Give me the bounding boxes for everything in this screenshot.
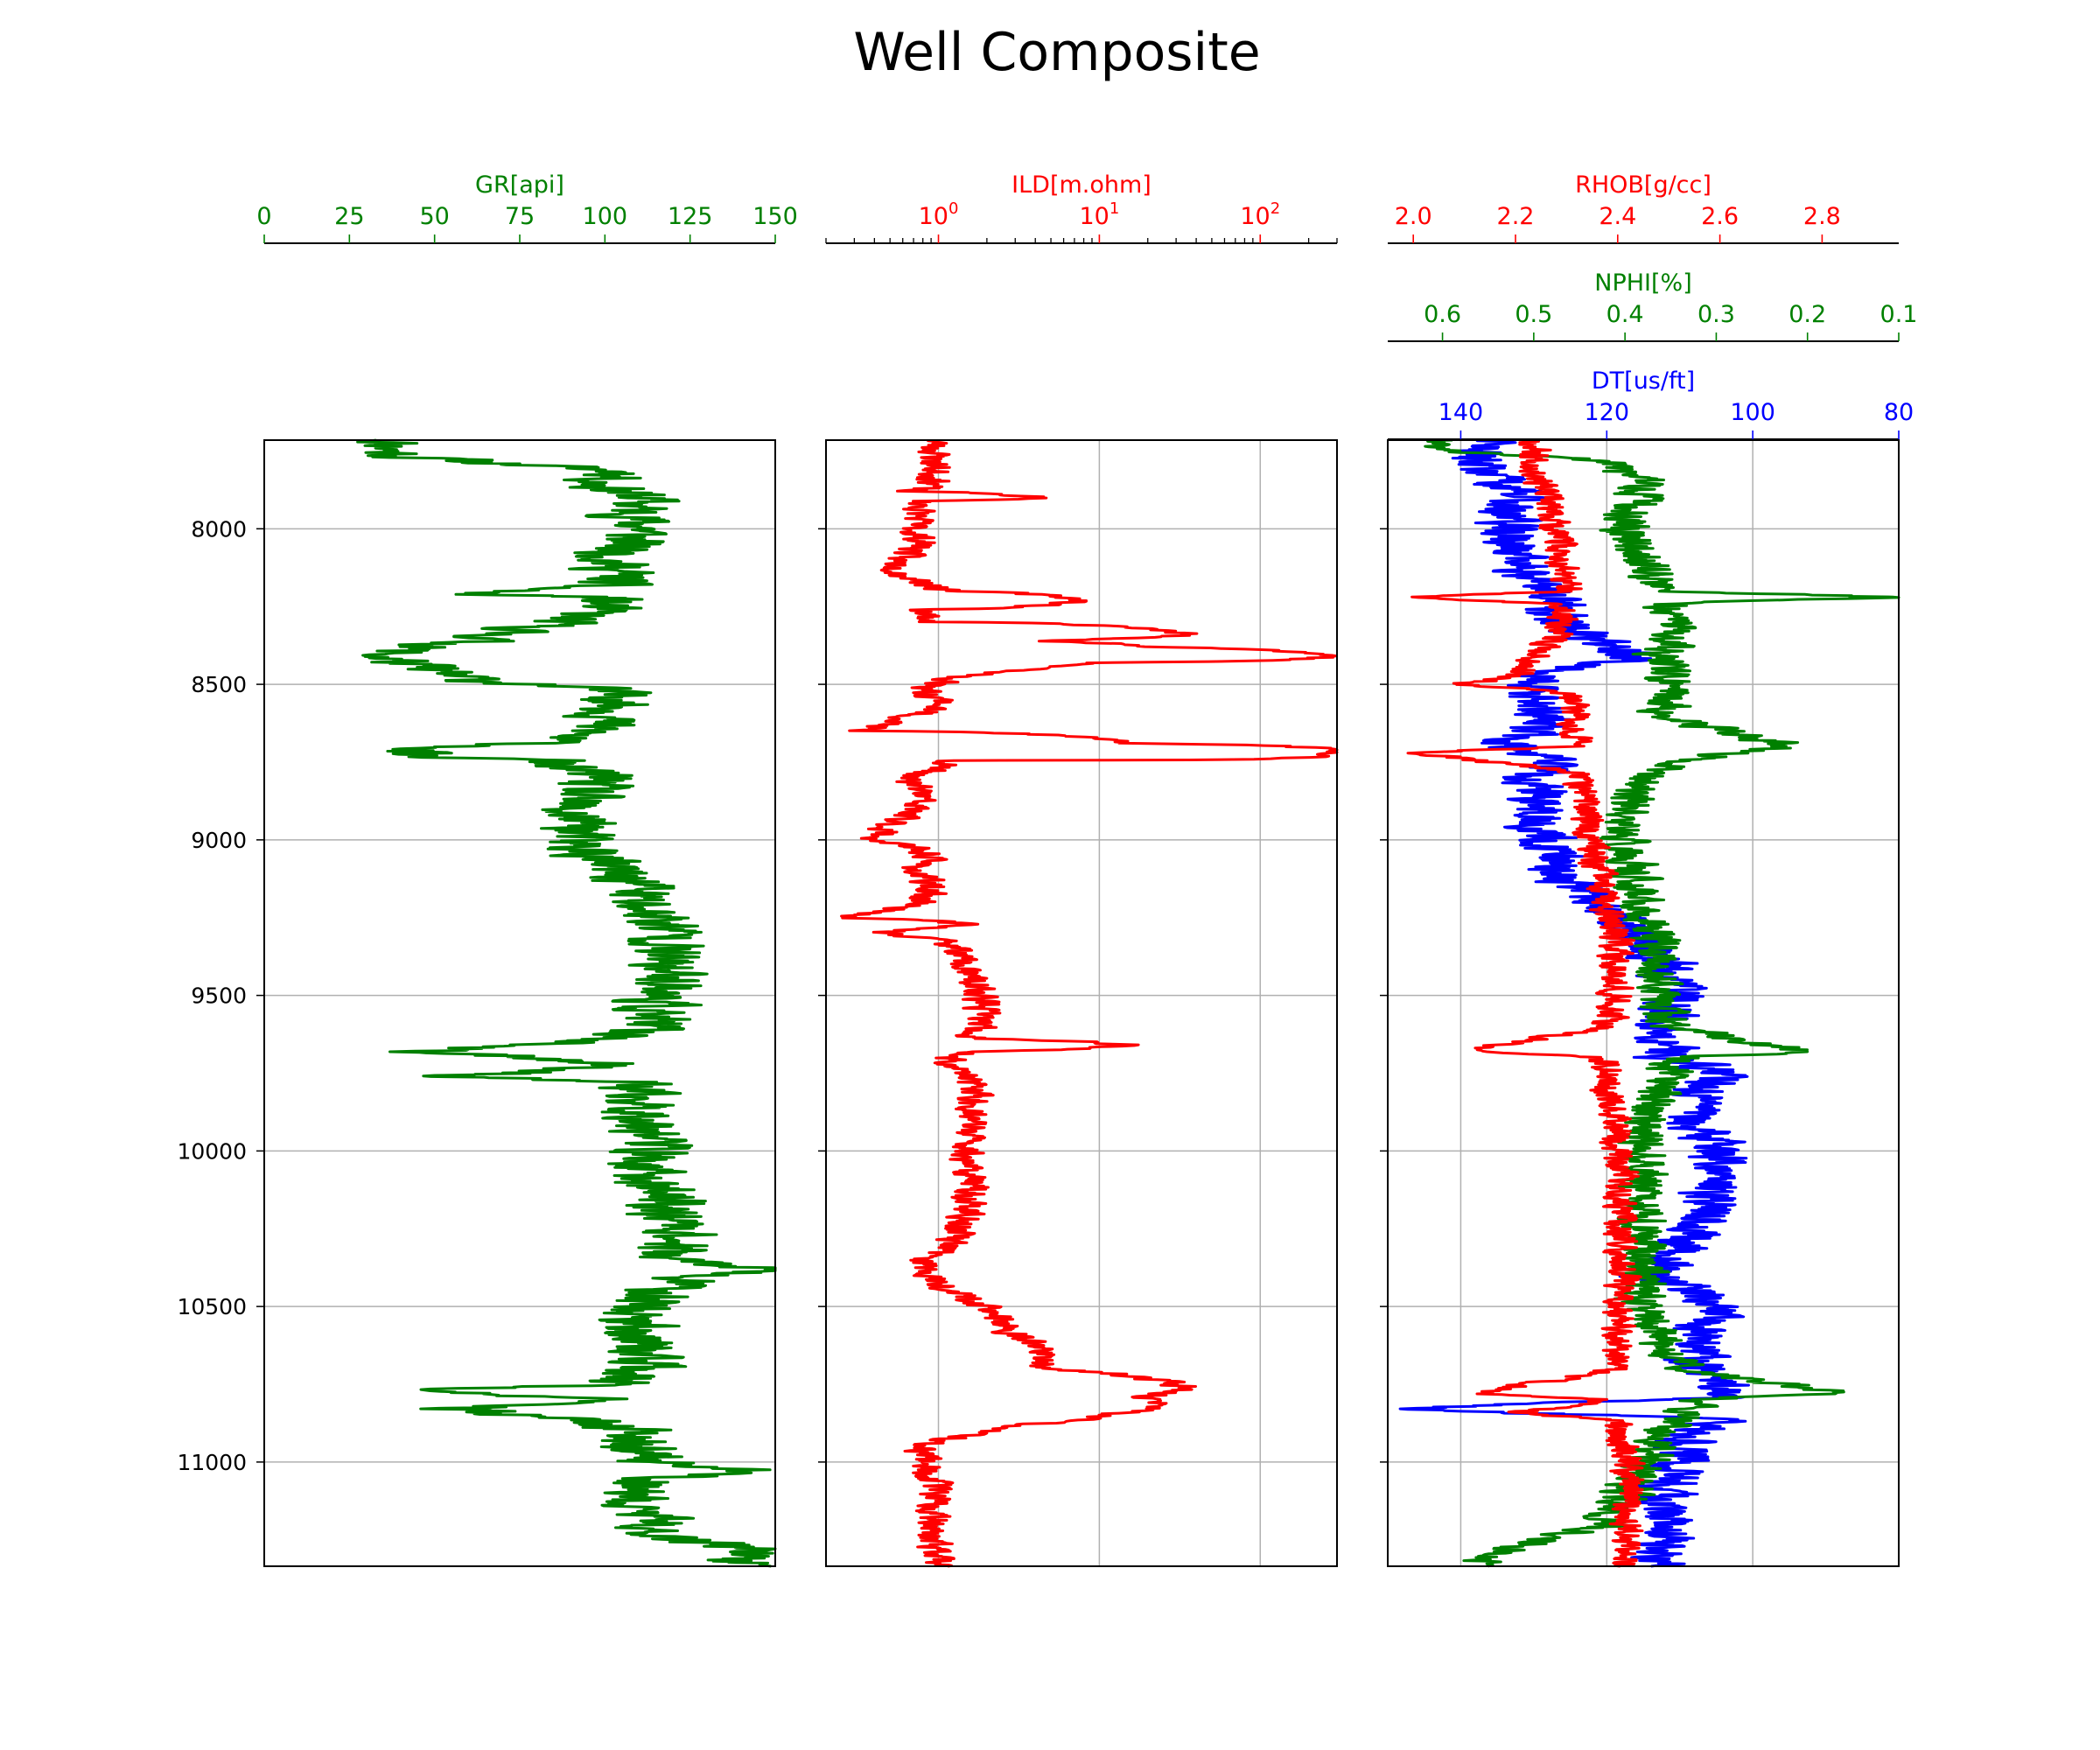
scale-tick-label: 2.4 <box>1599 203 1636 230</box>
curve-rhob <box>1406 439 1646 1568</box>
scale-label-ild: ILD[m.ohm] <box>1012 172 1152 199</box>
curves-layer <box>356 438 1900 1568</box>
scale-tick-label: 100 <box>919 200 959 230</box>
scale-tick-label: 101 <box>1079 200 1119 230</box>
depth-tick-label: 9500 <box>191 984 247 1009</box>
curve-ild <box>840 439 1339 1568</box>
axes-layer: 8000 8500 9000 9500 10000 10500 11000 0 25 50 75 10… <box>177 172 1917 1475</box>
scale-tick-label: 120 <box>1585 399 1630 426</box>
scale-tick-label: 100 <box>1730 399 1775 426</box>
figure-title: Well Composite <box>853 22 1260 83</box>
scale-tick-label: 25 <box>334 203 364 230</box>
scale-tick-label: 125 <box>668 203 713 230</box>
scale-tick-label: 0.2 <box>1788 301 1826 328</box>
scale-tick-label: 75 <box>505 203 535 230</box>
scale-tick-label: 140 <box>1438 399 1484 426</box>
track-frame-gr <box>263 439 776 1567</box>
scale-tick-label: 0.5 <box>1515 301 1552 328</box>
scale-axis-nphi: 0.6 0.5 0.4 0.3 0.2 0.1 NPHI[%] <box>1388 270 1918 342</box>
depth-tick-label: 8000 <box>191 516 247 542</box>
scale-axis-rhob: 2.0 2.2 2.4 2.6 2.8 RHOB[g/cc] <box>1388 172 1899 244</box>
track-frame-ild <box>825 439 1338 1567</box>
scale-tick-label: 2.8 <box>1803 203 1841 230</box>
scale-tick-label: 0.3 <box>1698 301 1735 328</box>
scale-tick-label: 2.0 <box>1395 203 1432 230</box>
depth-tick-label: 10500 <box>177 1294 247 1320</box>
scale-tick-label: 100 <box>583 203 628 230</box>
scale-tick-label: 2.2 <box>1497 203 1535 230</box>
scale-axis-gr: 0 25 50 75 100 125 150 GR[api] <box>256 172 798 244</box>
curve-dt <box>1398 438 1750 1568</box>
scale-axis-ild: 100 101 102 ILD[m.ohm] <box>825 172 1338 244</box>
scale-tick-label: 0.4 <box>1606 301 1644 328</box>
scale-tick-label: 0 <box>256 203 271 230</box>
scale-tick-label: 2.6 <box>1701 203 1739 230</box>
scale-label-gr: GR[api] <box>475 172 564 199</box>
curve-nphi <box>1424 438 1900 1568</box>
depth-tick-label: 10000 <box>177 1138 247 1164</box>
curve-gr <box>356 438 777 1568</box>
depth-tick-label: 9000 <box>191 828 247 853</box>
scale-tick-label: 150 <box>752 203 798 230</box>
depth-tick-label: 11000 <box>177 1450 247 1475</box>
scale-axis-dt: 140 120 100 80 DT[us/ft] <box>1388 368 1914 440</box>
scale-label-rhob: RHOB[g/cc] <box>1575 172 1712 199</box>
scale-tick-label: 0.1 <box>1880 301 1918 328</box>
scale-label-dt: DT[us/ft] <box>1592 368 1695 395</box>
scale-tick-label: 102 <box>1240 200 1280 230</box>
scale-label-nphi: NPHI[%] <box>1594 270 1691 297</box>
scale-tick-label: 0.6 <box>1424 301 1461 328</box>
scale-tick-label: 50 <box>419 203 449 230</box>
scale-tick-label: 80 <box>1884 399 1914 426</box>
depth-tick-label: 8500 <box>191 672 247 697</box>
